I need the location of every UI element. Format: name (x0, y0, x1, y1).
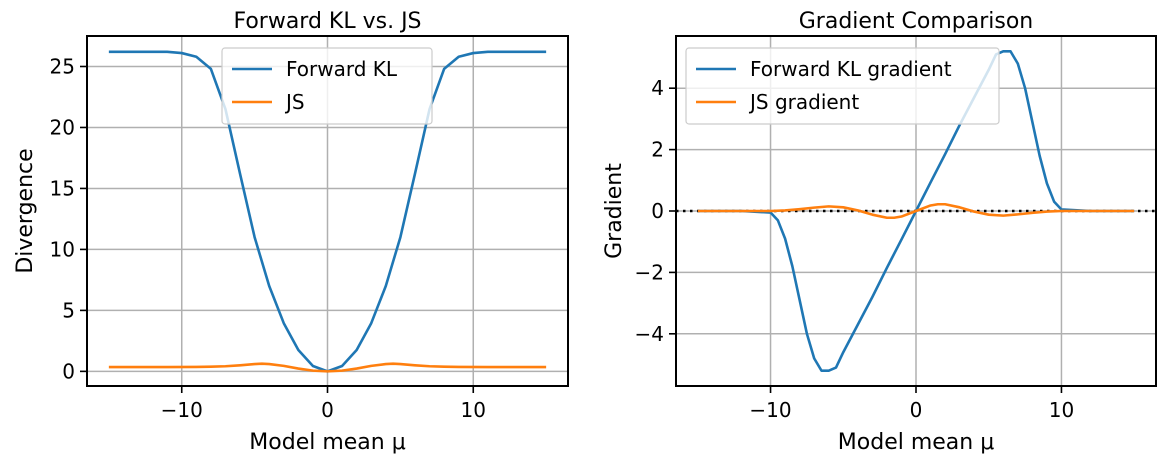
legend-box (221, 47, 433, 125)
chart-title: Gradient Comparison (799, 9, 1033, 34)
legend: Forward KL gradient JS gradient (685, 47, 1000, 125)
series-line-js-gradient (697, 202, 1135, 220)
y-tick-label: 20 (50, 115, 75, 139)
y-tick-label: 2 (651, 138, 664, 162)
series-line-js (108, 362, 547, 373)
x-tick-label: 0 (910, 398, 923, 422)
y-tick-label: 15 (50, 176, 75, 200)
y-tick-label: 4 (651, 76, 664, 100)
series-lines (697, 50, 1135, 372)
legend-label-forward-kl: Forward KL (286, 57, 398, 81)
chart-gradient-comparison: −10 0 10 −4 −2 0 2 4 Gradient Comparison Model … (602, 9, 1157, 455)
y-tick-label: −2 (635, 260, 664, 284)
legend-label-js-gradient: JS gradient (748, 90, 859, 114)
y-axis-label: Divergence (13, 148, 38, 273)
ticks: −10 0 10 −4 −2 0 2 4 (635, 76, 1075, 422)
y-tick-label: 0 (62, 359, 75, 383)
legend: Forward KL JS (221, 47, 433, 125)
y-tick-label: 25 (50, 54, 75, 78)
y-tick-label: 0 (651, 199, 664, 223)
x-tick-label: 10 (461, 398, 486, 422)
legend-box (685, 47, 1000, 125)
x-tick-label: −10 (161, 398, 203, 422)
chart-forward-kl-vs-js: −10 0 10 0 5 10 15 20 25 Forward KL vs. JS Model… (13, 9, 569, 455)
x-axis-label: Model mean μ (838, 430, 994, 455)
y-tick-label: 5 (62, 298, 75, 322)
chart-title: Forward KL vs. JS (233, 9, 421, 34)
x-tick-label: −10 (749, 398, 791, 422)
x-tick-label: 0 (321, 398, 334, 422)
y-axis-label: Gradient (602, 163, 627, 259)
y-tick-label: 10 (50, 237, 75, 261)
legend-label-forward-kl-gradient: Forward KL gradient (750, 57, 952, 81)
x-axis-label: Model mean μ (249, 430, 405, 455)
y-tick-label: −4 (635, 322, 664, 346)
x-tick-label: 10 (1049, 398, 1074, 422)
ticks: −10 0 10 0 5 10 15 20 25 (50, 54, 486, 422)
series-lines (108, 50, 547, 373)
legend-label-js: JS (284, 90, 305, 114)
